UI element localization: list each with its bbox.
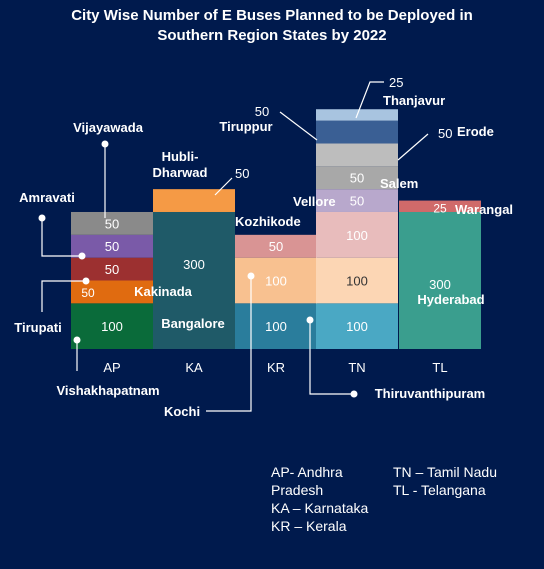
bar-segment — [399, 200, 481, 212]
legend-line: TN – Tamil Nadu — [393, 464, 498, 480]
bar-segment — [71, 280, 153, 304]
leader-dot — [73, 336, 81, 344]
leader-dot — [247, 272, 255, 280]
bar-segment — [316, 211, 398, 258]
leader-line — [214, 177, 233, 196]
data-label: 50 — [350, 171, 364, 186]
chart-title: City Wise Number of E Buses Planned to b… — [0, 6, 544, 46]
legend-line: KR – Kerala — [271, 518, 347, 534]
legend-line: KA – Karnataka — [271, 500, 369, 516]
city-label: Kozhikode — [235, 214, 301, 229]
data-label: 25 — [433, 201, 447, 215]
data-label: 100 — [346, 319, 368, 334]
leader-line — [309, 320, 354, 395]
leader-line — [41, 218, 82, 257]
data-label: 50 — [438, 126, 452, 141]
city-label: Tirupati — [14, 320, 61, 335]
city-label: Thanjavur — [383, 93, 445, 108]
x-tick-label: TL — [432, 360, 447, 375]
city-label: Vellore — [293, 194, 336, 209]
data-label: 50 — [269, 239, 283, 254]
leader-dot — [306, 316, 314, 324]
city-label: Thiruvanthipuram — [375, 386, 486, 401]
city-label: Erode — [457, 124, 494, 139]
data-label: 50 — [255, 104, 269, 119]
city-label: Warangal — [455, 202, 513, 217]
bar-segment — [153, 189, 235, 212]
data-label: 50 — [105, 262, 119, 277]
city-label: Bangalore — [161, 316, 225, 331]
data-label: 50 — [105, 239, 119, 254]
leader-line — [41, 280, 86, 312]
bar-segment — [153, 211, 235, 349]
city-label: Vishakhapatnam — [56, 383, 159, 398]
bar-segment — [316, 166, 398, 190]
legend-left: AP- Andhra Pradesh KA – Karnataka KR – K… — [271, 463, 368, 535]
bar-segment — [316, 120, 398, 144]
bar-segment — [316, 143, 398, 167]
city-label: Kakinada — [134, 284, 193, 299]
data-label: 300 — [429, 277, 451, 292]
x-tick-label: KA — [185, 360, 203, 375]
leader-dot — [101, 140, 109, 148]
city-label: Salem — [380, 176, 418, 191]
city-label: Amravati — [19, 190, 75, 205]
leader-line — [397, 133, 429, 161]
legend-line: Pradesh — [271, 482, 324, 498]
city-label: Kochi — [164, 404, 200, 419]
x-tick-label: KR — [267, 360, 285, 375]
data-label: 50 — [350, 194, 364, 209]
city-label: Hyderabad — [417, 292, 484, 307]
bar-segment — [316, 257, 398, 304]
bar-segment — [71, 234, 153, 258]
leader-dot — [78, 252, 86, 260]
city-label: Vijayawada — [73, 120, 144, 135]
bar-segment — [235, 303, 317, 349]
data-label: 100 — [265, 273, 287, 288]
leader-dot — [350, 390, 358, 398]
x-tick-label: TN — [348, 360, 365, 375]
leader-line — [279, 111, 318, 141]
data-label: 100 — [346, 228, 368, 243]
city-label: Hubli- — [162, 149, 199, 164]
legend-line: TL - Telangana — [393, 482, 486, 498]
legend-line: AP- Andhra — [271, 464, 343, 480]
x-tick-label: AP — [103, 360, 120, 375]
leader-line — [206, 276, 252, 412]
bar-segment — [235, 234, 317, 258]
bar-segment — [235, 257, 317, 304]
bar-segment — [71, 211, 153, 235]
city-label: Tiruppur — [219, 119, 272, 134]
data-label: 50 — [235, 166, 249, 181]
bar-segment — [316, 303, 398, 349]
bar-segment — [71, 303, 153, 349]
data-label: 100 — [265, 319, 287, 334]
bar-segment — [316, 189, 398, 212]
chart-title-line-2: Southern Region States by 2022 — [157, 27, 387, 44]
leader-line — [355, 81, 384, 119]
data-label: 50 — [81, 286, 95, 300]
data-label: 300 — [183, 257, 205, 272]
city-label: Dharwad — [153, 165, 208, 180]
data-label: 25 — [389, 75, 403, 90]
chart-title-line-1: City Wise Number of E Buses Planned to b… — [71, 7, 473, 24]
bar-segment — [71, 257, 153, 281]
data-label: 50 — [105, 216, 119, 231]
bar-segment — [399, 211, 481, 349]
leader-dot — [82, 277, 90, 285]
data-label: 100 — [101, 319, 123, 334]
legend-right: TN – Tamil Nadu TL - Telangana — [393, 463, 497, 499]
data-label: 100 — [346, 273, 368, 288]
leader-dot — [38, 214, 46, 222]
